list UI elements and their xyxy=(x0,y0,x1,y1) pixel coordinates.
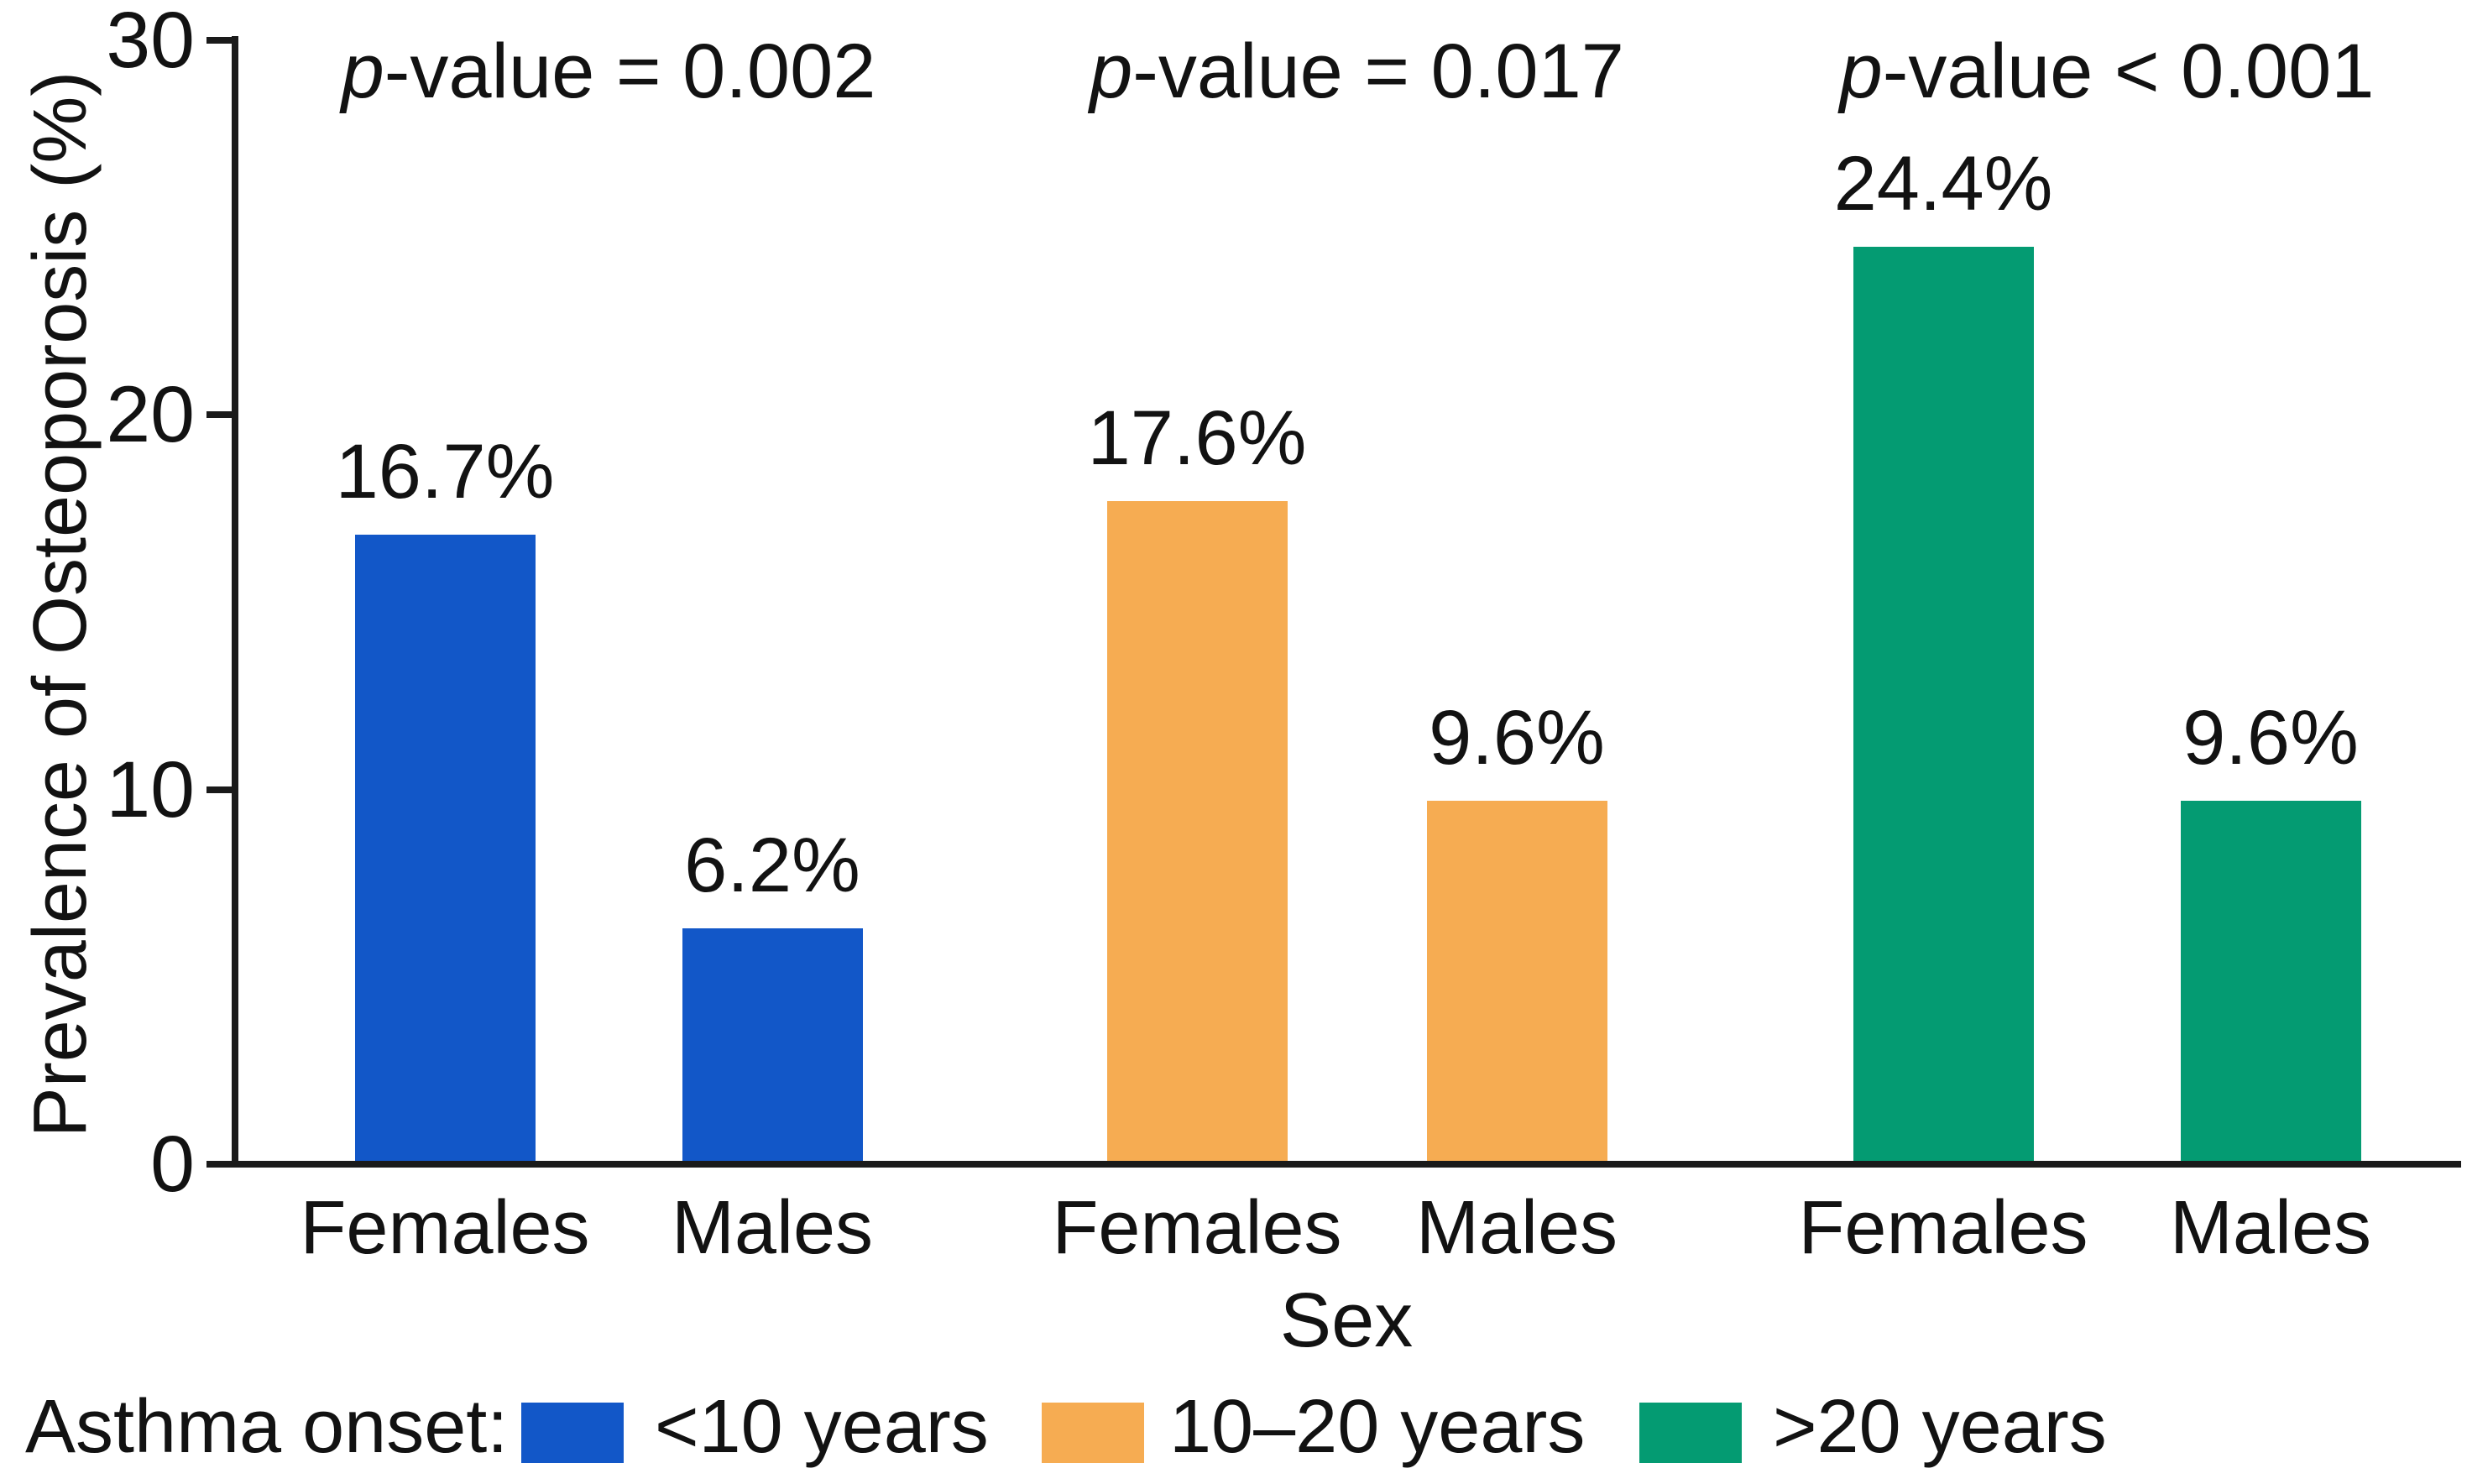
bar xyxy=(1106,501,1288,1161)
y-axis-line xyxy=(232,36,238,1168)
bar xyxy=(1426,801,1607,1161)
x-category-label: Females xyxy=(1052,1186,1342,1270)
y-tick-label: 10 xyxy=(106,745,195,834)
y-tick xyxy=(206,411,232,418)
x-category-label: Males xyxy=(671,1186,874,1270)
bar-value-label: 16.7% xyxy=(335,429,555,515)
x-category-label: Females xyxy=(1798,1186,2088,1270)
bar-value-label: 6.2% xyxy=(684,823,860,909)
bar-value-label: 24.4% xyxy=(1833,140,2053,227)
bar-value-label: 9.6% xyxy=(2182,695,2359,781)
legend-swatch xyxy=(521,1403,624,1463)
p-value-label: p-value < 0.001 xyxy=(1645,25,2467,118)
bar xyxy=(682,928,863,1161)
x-category-label: Males xyxy=(1415,1186,1618,1270)
legend-swatch xyxy=(1042,1403,1144,1463)
y-axis-title: Prevalence of Osteoporosis (%) xyxy=(18,71,102,1138)
p-value-text: -value < 0.001 xyxy=(1882,29,2375,114)
bar-value-label: 9.6% xyxy=(1429,695,1605,781)
p-value-label: p-value = 0.017 xyxy=(896,25,1819,118)
legend-swatch xyxy=(1639,1403,1742,1463)
x-category-label: Males xyxy=(2169,1186,2372,1270)
p-value-text: -value = 0.017 xyxy=(1132,29,1624,114)
x-axis-line xyxy=(232,1161,2461,1168)
legend-label: <10 years xyxy=(655,1385,989,1469)
y-tick-label: 0 xyxy=(150,1120,195,1209)
x-category-label: Females xyxy=(300,1186,590,1270)
y-tick-label: 20 xyxy=(106,370,195,459)
p-value-text: -value = 0.002 xyxy=(384,29,876,114)
y-tick xyxy=(206,1161,232,1168)
p-value-italic-p: p xyxy=(1839,29,1883,114)
legend-label: >20 years xyxy=(1773,1385,2107,1469)
bar xyxy=(1853,246,2034,1161)
legend-label: 10–20 years xyxy=(1169,1385,1586,1469)
x-axis-title: Sex xyxy=(1279,1278,1414,1363)
bar xyxy=(2180,801,2361,1161)
p-value-italic-p: p xyxy=(341,29,384,114)
bar xyxy=(354,535,536,1161)
bar-value-label: 17.6% xyxy=(1087,395,1307,482)
y-tick xyxy=(206,36,232,44)
p-value-italic-p: p xyxy=(1090,29,1133,114)
y-tick-label: 30 xyxy=(106,0,195,85)
y-tick xyxy=(206,786,232,793)
legend-title: Asthma onset: xyxy=(25,1385,509,1469)
p-value-label: p-value = 0.002 xyxy=(147,25,1070,118)
